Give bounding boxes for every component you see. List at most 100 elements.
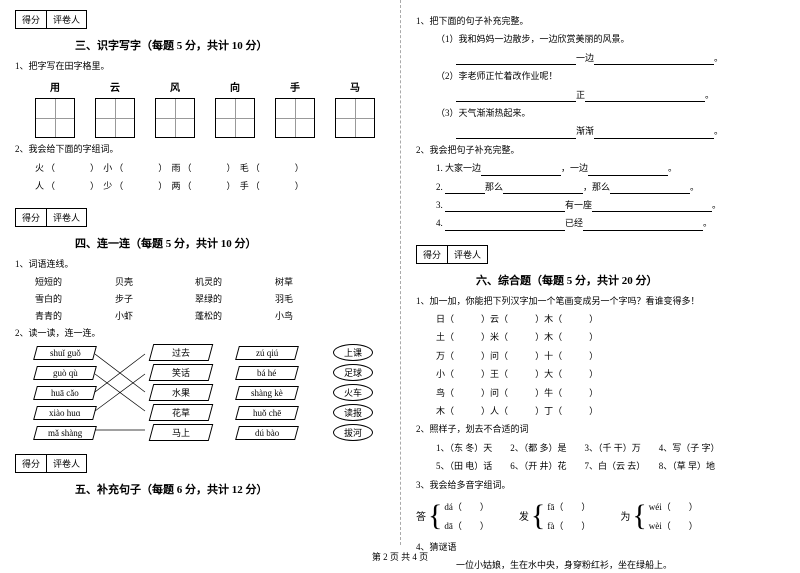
lian-word: 短短的	[35, 275, 115, 288]
section-6-title: 六、综合题（每题 5 分，共计 20 分）	[476, 272, 785, 288]
q5-2: 2、我会把句子补充完整。	[416, 143, 785, 157]
blank[interactable]	[583, 219, 703, 231]
word-box: 水果	[149, 384, 214, 401]
text: 正	[576, 90, 585, 100]
q6-1-rows: 日（ ）云（ ）木（ ） 土（ ）米（ ）木（ ） 万（ ）问（ ）十（ ） 小…	[416, 312, 785, 418]
pinyin-box: xiào huɑ	[33, 406, 97, 420]
page-footer: 第 2 页 共 4 页	[0, 550, 800, 563]
blank[interactable]	[588, 164, 668, 176]
score-label: 得分	[16, 209, 47, 226]
word-box: 马上	[149, 424, 214, 441]
text: 那么	[485, 182, 503, 192]
word-item: 人（ ）	[35, 181, 101, 191]
q3-1: 1、把字写在田字格里。	[15, 59, 385, 73]
add-row: 日（ ）云（ ）木（ ）	[436, 312, 785, 326]
char-5: 马	[335, 79, 375, 94]
blank[interactable]	[594, 53, 714, 65]
page-container: 得分 评卷人 三、识字写字（每题 5 分，共计 10 分） 1、把字写在田字格里…	[0, 0, 800, 545]
lian-word: 步子	[115, 292, 195, 305]
score-box: 得分 评卷人	[15, 454, 87, 473]
reading: fā（ ）	[547, 500, 590, 513]
add-row: 鸟（ ）问（ ）牛（ ）	[436, 386, 785, 400]
word-item: 小（ ）	[103, 163, 169, 173]
pinyin-box: shàng kè	[235, 386, 299, 400]
word-item: 少（ ）	[103, 181, 169, 191]
lian-word: 树草	[275, 275, 355, 288]
blank[interactable]	[503, 182, 583, 194]
char-4: 手	[275, 79, 315, 94]
lian-row: 青青的 小虾 蓬松的 小鸟	[35, 309, 385, 322]
add-row: 土（ ）米（ ）木（ ）	[436, 330, 785, 344]
blank[interactable]	[445, 219, 565, 231]
blank[interactable]	[445, 200, 565, 212]
multi-char: 发	[519, 508, 529, 523]
word-oval: 读报	[333, 404, 373, 421]
text: 渐渐	[576, 126, 594, 136]
word-oval: 拔河	[333, 424, 373, 441]
q6-2a: 1、（东 冬）天 2、（都 多）是 3、（千 干）万 4、写（子 字）	[436, 441, 785, 455]
brace-icon: {	[428, 501, 442, 531]
brace-content: dá（ ） dā（ ）	[444, 500, 489, 532]
reading: dá（ ）	[444, 500, 489, 513]
char-1: 云	[95, 79, 135, 94]
char-labels: 用 云 风 向 手 马	[35, 79, 385, 94]
pinyin-block: shuǐ guǒ 过去 zú qiú 上课 guò qù 笑话 bá hé 足球…	[15, 344, 385, 441]
score-label: 得分	[417, 246, 448, 263]
word-item: 毛（ ）	[240, 163, 306, 173]
lian-word: 翠绿的	[195, 292, 275, 305]
reading: wéi（ ）	[649, 500, 698, 513]
q5-1-2b: 正。	[456, 88, 785, 102]
char-2: 风	[155, 79, 195, 94]
score-box: 得分 评卷人	[15, 208, 87, 227]
blank[interactable]	[585, 90, 705, 102]
add-row: 小（ ）王（ ）大（ ）	[436, 367, 785, 381]
q3-2-row1: 火（ ） 小（ ） 雨（ ） 毛（ ）	[35, 161, 385, 175]
grader-label: 评卷人	[47, 209, 86, 226]
pinyin-row: mǎ shàng 马上 dú bào 拔河	[35, 424, 385, 441]
tian-box	[95, 98, 135, 138]
pinyin-box: huā cǎo	[33, 386, 97, 400]
reading: wèi（ ）	[649, 519, 698, 532]
text: 大家一边	[445, 163, 481, 173]
lian-word: 青青的	[35, 309, 115, 322]
multi-item: 为 { wéi（ ） wèi（ ）	[620, 500, 697, 532]
q5-2-2: 2. 那么，那么。	[436, 180, 785, 194]
q3-2-row2: 人（ ） 少（ ） 两（ ） 手（ ）	[35, 179, 385, 193]
pinyin-box: huǒ chē	[235, 406, 299, 420]
blank[interactable]	[592, 200, 712, 212]
q5-1-3b: 渐渐。	[456, 124, 785, 138]
blank[interactable]	[456, 90, 576, 102]
pinyin-row: xiào huɑ 花草 huǒ chē 读报	[35, 404, 385, 421]
tian-grid-row	[35, 98, 385, 138]
blank[interactable]	[594, 127, 714, 139]
text: ，那么	[583, 182, 610, 192]
multi-item: 发 { fā（ ） fà（ ）	[519, 500, 590, 532]
word-item: 两（ ）	[172, 181, 238, 191]
lian-row: 短短的 贝壳 机灵的 树草	[35, 275, 385, 288]
q3-2: 2、我会给下面的字组词。	[15, 142, 385, 156]
word-box: 过去	[149, 344, 214, 361]
char-0: 用	[35, 79, 75, 94]
word-item: 火（ ）	[35, 163, 101, 173]
multi-item: 答 { dá（ ） dā（ ）	[416, 500, 489, 532]
pinyin-row: guò qù 笑话 bá hé 足球	[35, 364, 385, 381]
q5-1-3: （3）天气渐渐热起来。	[436, 106, 785, 120]
brace-content: wéi（ ） wèi（ ）	[649, 500, 698, 532]
blank[interactable]	[456, 127, 576, 139]
blank[interactable]	[481, 164, 561, 176]
q6-2b: 5、（田 电）话 6、（开 井）花 7、白（云 去） 8、（草 早）地	[436, 459, 785, 473]
blank[interactable]	[610, 182, 690, 194]
lian-word: 机灵的	[195, 275, 275, 288]
lian-row: 雪白的 步子 翠绿的 羽毛	[35, 292, 385, 305]
text: 一边	[576, 53, 594, 63]
blank[interactable]	[456, 53, 576, 65]
multi-char-group: 答 { dá（ ） dā（ ） 发 { fā（ ） fà（ ） 为 {	[416, 500, 785, 532]
left-column: 得分 评卷人 三、识字写字（每题 5 分，共计 10 分） 1、把字写在田字格里…	[0, 0, 400, 545]
pinyin-box: dú bào	[235, 426, 299, 440]
q5-2-3: 3. 有一座。	[436, 198, 785, 212]
q6-1: 1、加一加，你能把下列汉字加一个笔画变成另一个字吗？看谁变得多！	[416, 294, 785, 308]
lian-word: 贝壳	[115, 275, 195, 288]
tian-box	[35, 98, 75, 138]
brace-icon: {	[531, 501, 545, 531]
blank[interactable]	[445, 182, 485, 194]
